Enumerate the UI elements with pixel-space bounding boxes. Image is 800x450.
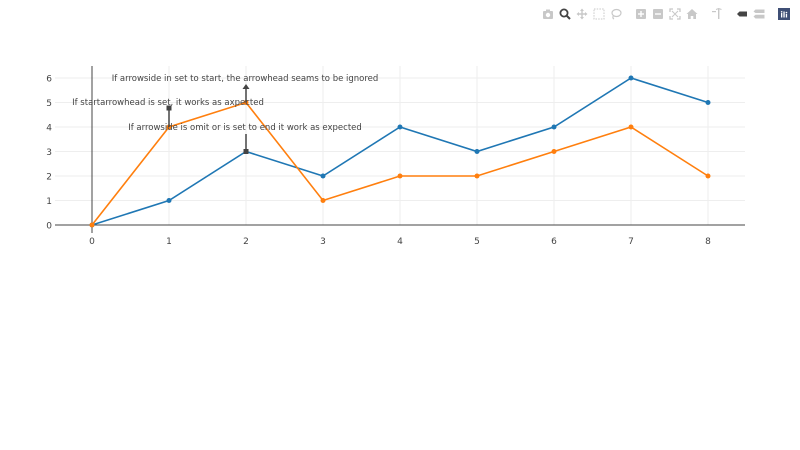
y-tick-label: 5 bbox=[46, 99, 52, 109]
zoom-in-icon bbox=[635, 8, 646, 19]
modebar-group bbox=[708, 6, 725, 21]
plotly-logo-button[interactable] bbox=[776, 6, 791, 21]
data-point bbox=[705, 100, 711, 105]
autoscale-icon bbox=[668, 7, 681, 20]
x-tick-label: 1 bbox=[166, 237, 172, 247]
modebar-group bbox=[775, 6, 792, 21]
home-icon bbox=[686, 8, 697, 19]
x-tick-label: 2 bbox=[243, 237, 249, 247]
hover-compare-button[interactable] bbox=[751, 6, 766, 21]
spike-lines-button[interactable] bbox=[709, 6, 724, 21]
y-tick-label: 4 bbox=[46, 124, 52, 134]
zoom-in-button[interactable] bbox=[633, 6, 648, 21]
data-point bbox=[397, 124, 403, 130]
box-select-button[interactable] bbox=[591, 6, 606, 21]
x-tick-label: 5 bbox=[474, 237, 480, 247]
x-tick-label: 8 bbox=[705, 237, 711, 247]
data-point bbox=[474, 173, 480, 179]
arrowhead-icon bbox=[242, 84, 250, 89]
axes: 0 1 2 3 4 5 6 0 1 2 3 4 5 6 7 8 bbox=[46, 66, 745, 247]
data-point bbox=[628, 124, 634, 130]
zoom-out-icon bbox=[652, 8, 663, 19]
x-tick-label: 4 bbox=[397, 237, 403, 247]
annotations: If arrowside in set to start, the arrowh… bbox=[72, 74, 378, 154]
data-point bbox=[705, 173, 711, 179]
lasso-select-button[interactable] bbox=[608, 6, 623, 21]
camera-button[interactable] bbox=[540, 6, 555, 21]
modebar bbox=[531, 6, 792, 21]
modebar-group bbox=[539, 6, 624, 21]
y-tick-label: 1 bbox=[46, 197, 52, 207]
data-point bbox=[474, 149, 480, 154]
square-head-icon bbox=[243, 149, 249, 154]
box-select-icon bbox=[593, 8, 604, 19]
traces bbox=[89, 75, 711, 228]
data-point bbox=[397, 173, 403, 179]
data-point bbox=[551, 124, 557, 130]
zoom-icon bbox=[559, 8, 571, 20]
lasso-select-icon bbox=[610, 8, 622, 20]
hover-compare-icon bbox=[753, 9, 764, 18]
pan-icon bbox=[576, 8, 587, 19]
data-point bbox=[320, 198, 326, 203]
modebar-group bbox=[632, 6, 700, 21]
annotation-text: If arrowside is omit or is set to end it… bbox=[128, 123, 362, 133]
annotation-text: If arrowside in set to start, the arrowh… bbox=[112, 74, 379, 84]
x-tick-label: 7 bbox=[628, 237, 634, 247]
plotly-logo-icon bbox=[777, 7, 790, 20]
hover-closest-button[interactable] bbox=[734, 6, 749, 21]
y-tick-label: 3 bbox=[46, 148, 52, 158]
data-point bbox=[166, 198, 172, 203]
zoom-button[interactable] bbox=[557, 6, 572, 21]
data-point bbox=[551, 149, 557, 154]
square-head-icon bbox=[166, 105, 172, 111]
hover-closest-icon bbox=[736, 11, 747, 16]
gridlines bbox=[55, 66, 745, 225]
y-tick-label: 6 bbox=[46, 75, 52, 85]
camera-icon bbox=[542, 9, 553, 19]
data-point bbox=[320, 173, 326, 179]
home-button[interactable] bbox=[684, 6, 699, 21]
modebar-group bbox=[733, 6, 767, 21]
data-point bbox=[89, 222, 95, 228]
x-tick-label: 6 bbox=[551, 237, 557, 247]
x-tick-label: 3 bbox=[320, 237, 326, 247]
pan-button[interactable] bbox=[574, 6, 589, 21]
y-tick-label: 0 bbox=[46, 222, 52, 232]
autoscale-button[interactable] bbox=[667, 6, 682, 21]
zoom-out-button[interactable] bbox=[650, 6, 665, 21]
y-tick-label: 2 bbox=[46, 173, 52, 183]
data-point bbox=[628, 75, 634, 81]
annotation-text: If startarrowhead is set, it works as ax… bbox=[72, 98, 264, 108]
spike-lines-icon bbox=[711, 7, 722, 19]
x-tick-label: 0 bbox=[89, 237, 95, 247]
